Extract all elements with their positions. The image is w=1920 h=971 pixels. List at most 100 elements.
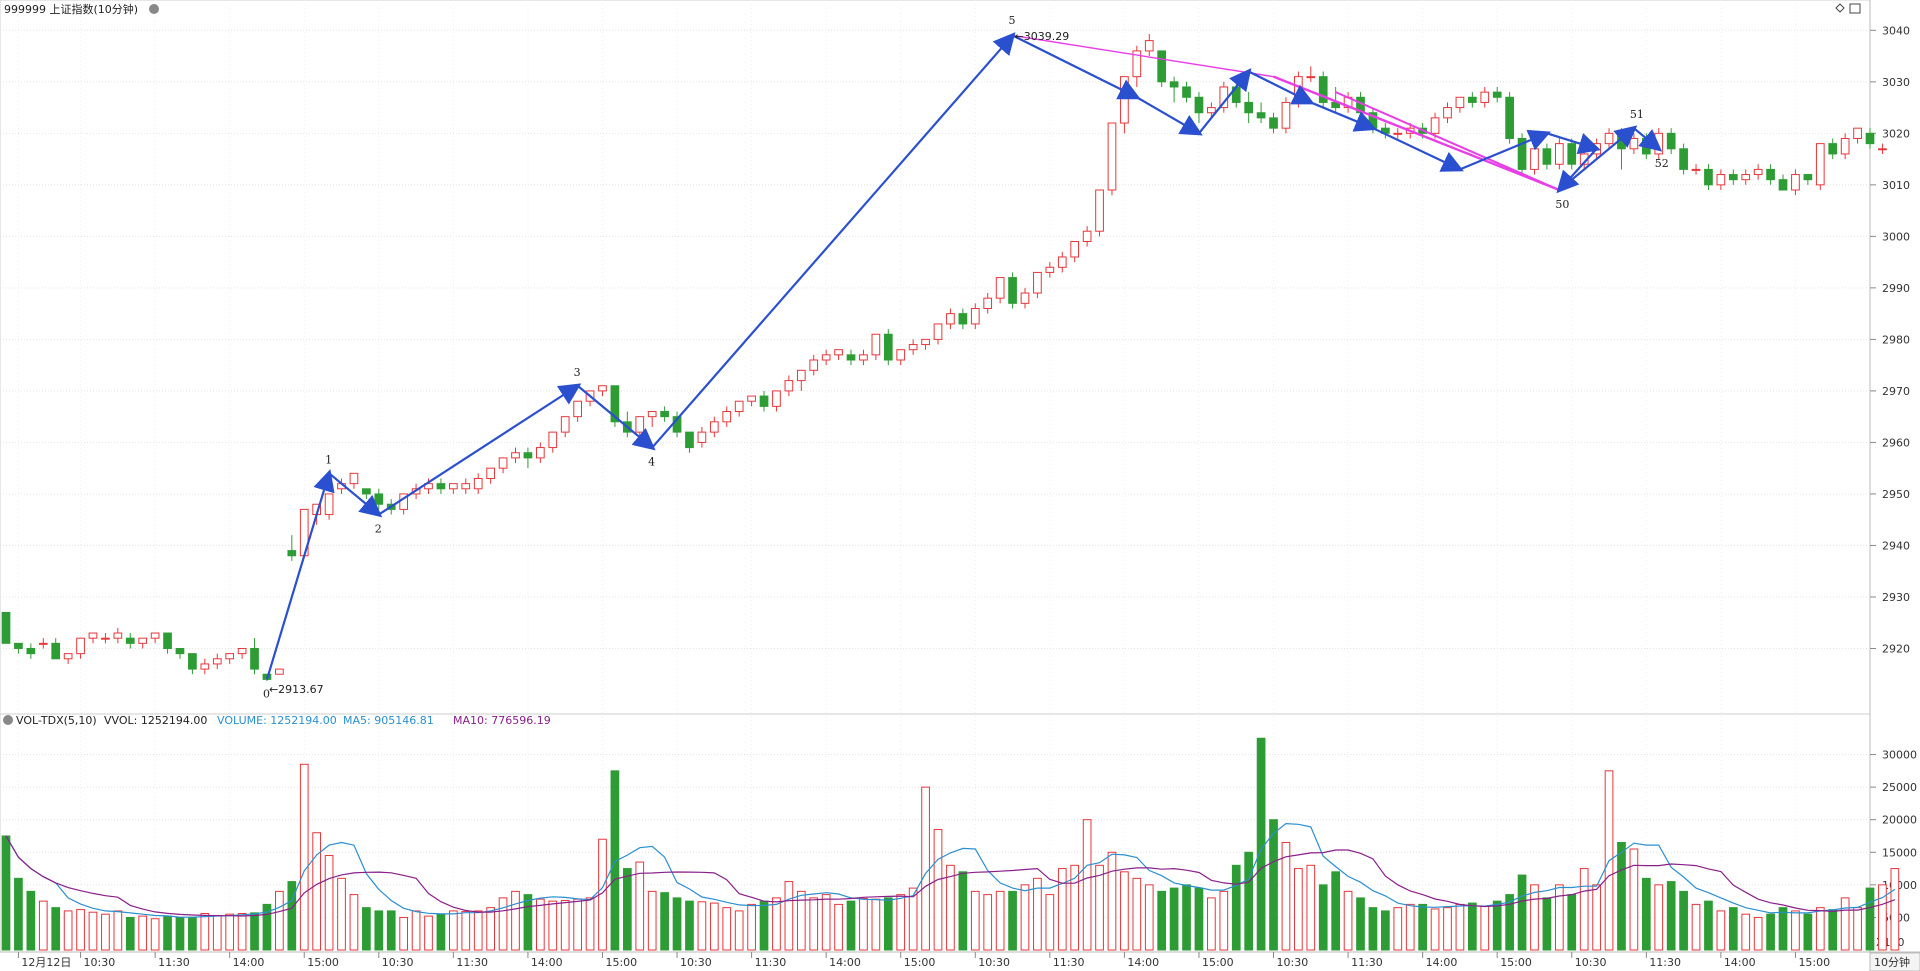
time-tick-label: 11:30 bbox=[1053, 956, 1085, 969]
volume-bar bbox=[362, 907, 371, 951]
candle-body bbox=[908, 344, 918, 351]
candle-body bbox=[1207, 107, 1216, 114]
volume-bar bbox=[1840, 897, 1850, 951]
candle-body bbox=[1554, 143, 1564, 165]
wave-arrow bbox=[328, 472, 383, 518]
candle-body bbox=[809, 359, 819, 371]
volume-bar bbox=[883, 897, 893, 951]
candle-body bbox=[1443, 107, 1452, 119]
wave-arrow bbox=[1556, 148, 1598, 194]
price-tick-label: 2990 bbox=[1882, 282, 1910, 295]
volume-bar bbox=[225, 913, 235, 951]
candle-body bbox=[958, 313, 968, 325]
candle-body bbox=[821, 354, 831, 361]
candle-body bbox=[1542, 148, 1552, 165]
volume-bar bbox=[1169, 887, 1179, 951]
volume-bar bbox=[1530, 884, 1539, 951]
price-tick-label: 2930 bbox=[1882, 591, 1910, 604]
volume-bar bbox=[1281, 842, 1291, 951]
candle-body bbox=[1728, 174, 1738, 181]
volume-bar bbox=[1070, 864, 1080, 951]
candle-body bbox=[747, 395, 756, 402]
volume-bar bbox=[573, 898, 582, 951]
price-tick-label: 2970 bbox=[1882, 385, 1910, 398]
volume-bar bbox=[237, 913, 247, 951]
candle-body bbox=[1269, 117, 1278, 129]
volume-bar bbox=[38, 900, 48, 951]
volume-bar bbox=[1132, 877, 1142, 951]
volume-bar bbox=[1144, 884, 1154, 951]
volume-bar bbox=[1343, 890, 1353, 951]
time-tick-label: 10:30 bbox=[382, 956, 414, 969]
candle-body bbox=[1766, 168, 1775, 181]
collapse-circle-icon[interactable] bbox=[149, 4, 159, 14]
volume-bar bbox=[1853, 907, 1862, 951]
collapse-circle-icon[interactable] bbox=[3, 715, 13, 725]
volume-bar bbox=[386, 910, 396, 951]
candle-body bbox=[1753, 168, 1763, 176]
candle-body bbox=[1492, 91, 1502, 98]
candle-body bbox=[759, 395, 769, 407]
volume-bar bbox=[697, 901, 707, 951]
price-tick-label: 2950 bbox=[1882, 488, 1910, 501]
volume-bar bbox=[1617, 842, 1626, 951]
volume-bar bbox=[871, 898, 881, 951]
candle-body bbox=[486, 467, 495, 479]
price-tick-label: 3000 bbox=[1882, 230, 1910, 243]
candle-body bbox=[883, 333, 893, 361]
time-tick-label: 15:00 bbox=[307, 956, 339, 969]
time-tick-label: 15:00 bbox=[1500, 956, 1532, 969]
candle-body bbox=[188, 653, 197, 670]
candle-body bbox=[1020, 292, 1030, 304]
price-panel-frame bbox=[0, 0, 1871, 715]
volume-bar bbox=[1443, 907, 1452, 951]
candle-body bbox=[1791, 174, 1800, 191]
diamond-icon[interactable] bbox=[1835, 3, 1845, 13]
volume-bar bbox=[1207, 897, 1216, 951]
trend-line bbox=[1273, 75, 1560, 192]
candle-body bbox=[436, 483, 446, 490]
wave-arrow bbox=[1372, 127, 1464, 172]
wave-arrow bbox=[1012, 34, 1141, 100]
time-tick-label: 11:30 bbox=[1351, 956, 1383, 969]
volume-bar bbox=[1182, 884, 1191, 951]
candle-body bbox=[51, 642, 61, 660]
volume-bar bbox=[535, 898, 545, 951]
volume-bar bbox=[1480, 905, 1490, 951]
volume-bar bbox=[1008, 890, 1017, 951]
volume-bar bbox=[1107, 851, 1117, 951]
wave-arrow bbox=[1546, 132, 1601, 155]
volume-bar bbox=[287, 881, 297, 951]
volume-bar bbox=[374, 910, 384, 951]
candle-body bbox=[150, 632, 160, 639]
volume-bar bbox=[88, 911, 98, 951]
volume-bar bbox=[933, 828, 943, 951]
volume-bar bbox=[1890, 868, 1900, 951]
wave-arrow bbox=[1310, 101, 1377, 132]
wave-arrow bbox=[265, 469, 335, 680]
volume-bar bbox=[101, 913, 110, 951]
candle-body bbox=[1033, 271, 1042, 294]
volume-bar bbox=[1393, 907, 1403, 951]
volume-bar bbox=[585, 897, 595, 951]
volume-bar bbox=[1629, 848, 1639, 951]
volume-bar bbox=[1592, 884, 1601, 951]
candle-body bbox=[212, 658, 222, 665]
volume-bar bbox=[76, 909, 85, 951]
volume-bar bbox=[846, 900, 856, 951]
candle-body bbox=[933, 323, 943, 340]
candle-body bbox=[834, 349, 843, 356]
candle-body bbox=[1169, 81, 1179, 88]
volume-bar bbox=[1430, 908, 1440, 951]
volume-bar bbox=[1666, 881, 1676, 951]
volume-bar bbox=[747, 903, 756, 951]
candle-body bbox=[511, 452, 520, 459]
candle-body bbox=[1853, 127, 1862, 139]
volume-tick-label: 30000 bbox=[1882, 749, 1917, 762]
panel-icon[interactable] bbox=[1849, 3, 1861, 14]
volume-bar bbox=[610, 770, 620, 951]
candle-body bbox=[1430, 117, 1440, 134]
candle-body bbox=[1095, 189, 1104, 232]
volume-bar bbox=[188, 916, 197, 951]
